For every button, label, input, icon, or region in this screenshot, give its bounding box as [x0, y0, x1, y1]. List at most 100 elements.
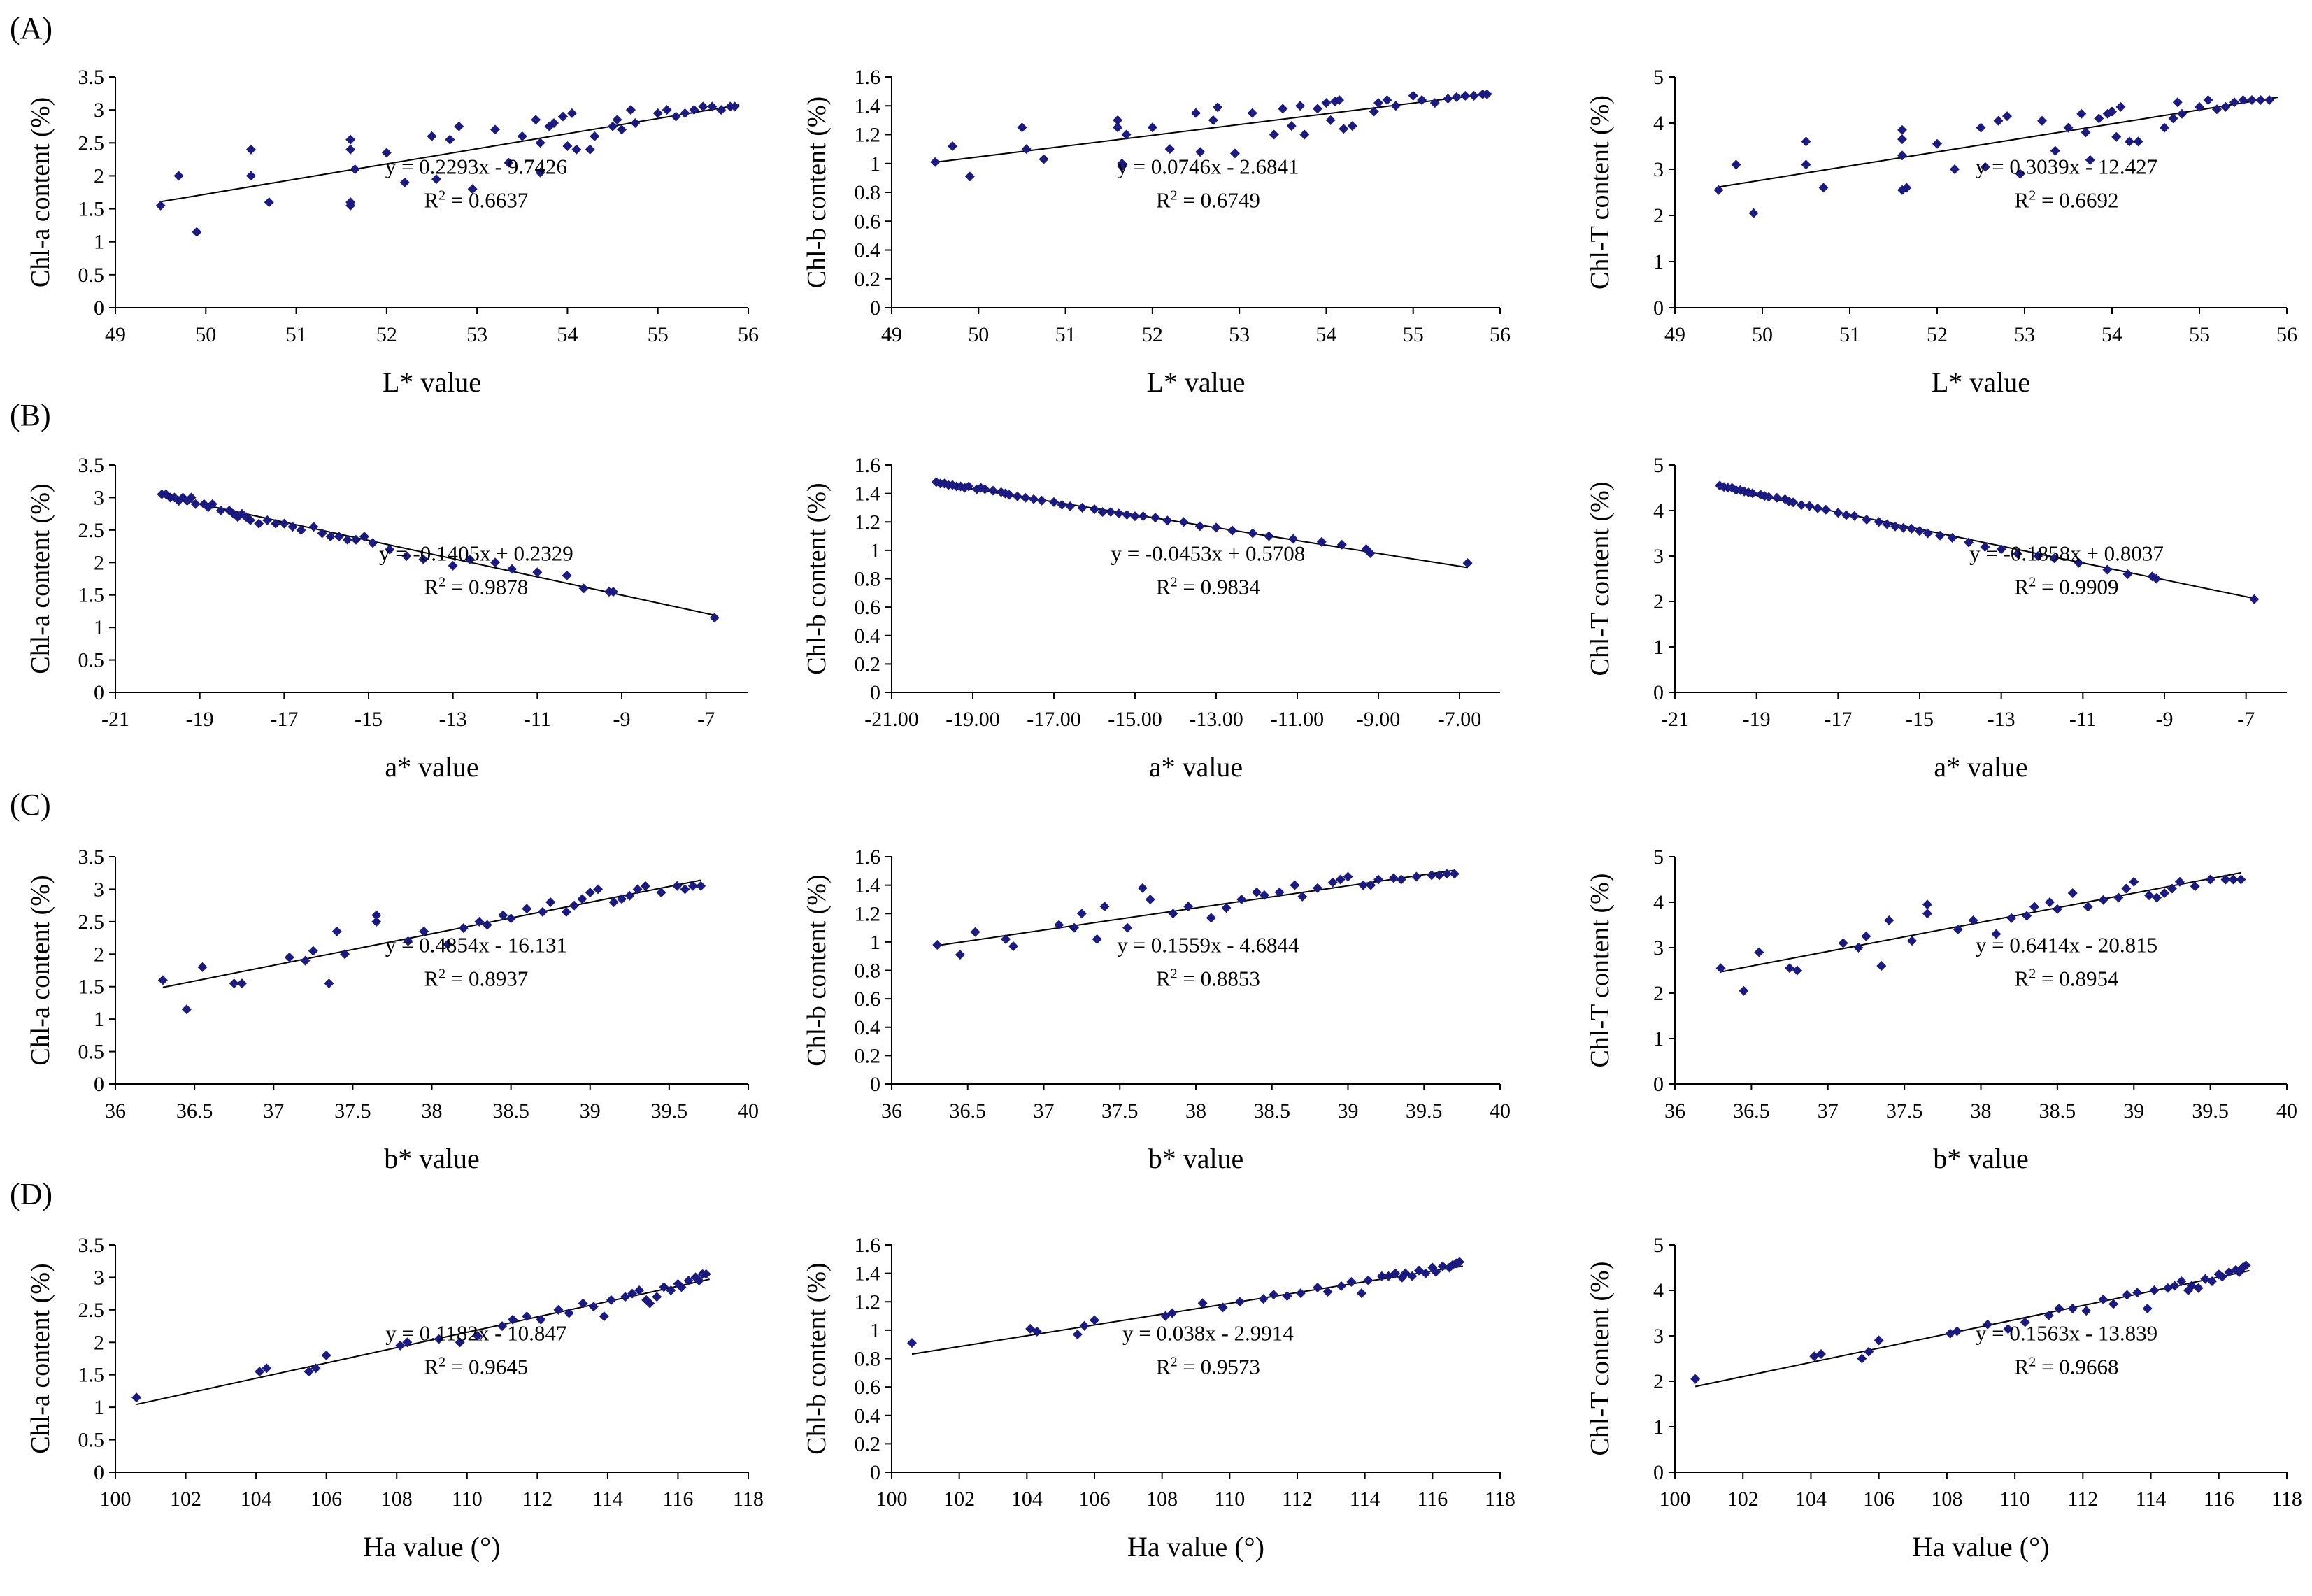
- chart-3-2-xtick-label: 104: [1795, 1488, 1827, 1511]
- chart-0-2-point: [1897, 124, 1907, 135]
- chart-2-1-point: [1388, 873, 1399, 883]
- chart-0-2-point: [1897, 134, 1907, 145]
- chart-2-1-point: [1206, 913, 1216, 923]
- chart-2-2-point: [1754, 947, 1764, 957]
- chart-3-0-r2-value: 0.9645: [469, 1355, 528, 1379]
- chart-1-1-point: [1122, 510, 1132, 520]
- chart-2-0-ytick-label: 0: [94, 1073, 104, 1096]
- chart-3-0-point: [634, 1285, 645, 1295]
- chart-2-2-xtick-label: 40: [2276, 1099, 2297, 1123]
- chart-3-2-xtick-label: 110: [1999, 1488, 2030, 1511]
- chart-0-1-point: [930, 157, 941, 167]
- chart-3-2-point: [1857, 1353, 1867, 1364]
- chart-3-2-point: [1952, 1326, 1962, 1337]
- chart-3-1-point: [1455, 1257, 1464, 1267]
- chart-1-0-ytick-label: 3.5: [78, 454, 105, 477]
- chart-1-0-r2-exponent: 2: [438, 575, 445, 590]
- chart-3-1-r2-value: 0.9573: [1201, 1355, 1260, 1379]
- chart-3-2: 0 1 2 3 4 5 100 102 104 106 108 110 112 114 116 118 Ha v…: [1585, 1234, 2302, 1562]
- chart-0-0-ytick-label: 0.5: [78, 264, 105, 287]
- chart-1-0-point: [464, 554, 475, 564]
- chart-2-1-point: [1221, 903, 1232, 913]
- chart-3-0-ytick-label: 1.5: [78, 1364, 105, 1387]
- chart-1-1-xtick-label: -7.00: [1438, 708, 1482, 731]
- chart-0-1-ytick-label: 0.6: [855, 210, 881, 233]
- chart-1-0-xtick-label: -9: [613, 708, 631, 731]
- chart-1-2-point: [1922, 528, 1933, 539]
- chart-0-1-xtick-label: 51: [1055, 323, 1076, 346]
- chart-3-0-point: [522, 1311, 532, 1322]
- chart-2-2-point: [2052, 904, 2062, 914]
- chart-2-0-point: [577, 894, 587, 904]
- chart-2-0-xtick-label: 38: [422, 1099, 443, 1123]
- chart-3-1-xtick-label: 114: [1350, 1488, 1380, 1511]
- chart-3-2-r2-value: 0.9668: [2059, 1355, 2118, 1379]
- chart-0-0-ytick-label: 2: [94, 164, 104, 187]
- chart-3-1-xtick-label: 108: [1146, 1488, 1178, 1511]
- chart-2-2-point: [1953, 925, 1963, 934]
- chart-0-2-point: [2115, 101, 2126, 112]
- chart-3-2-point: [2132, 1288, 2143, 1298]
- chart-2-2-ytick-label: 2: [1653, 982, 1664, 1005]
- chart-1-0-xtick-label: -11: [524, 708, 551, 731]
- chart-0-1-r2-prefix: R: [1156, 188, 1171, 213]
- chart-2-1-point: [1076, 909, 1087, 919]
- chart-2-0-point: [229, 978, 239, 989]
- chart-1-2-point: [1964, 537, 1974, 548]
- chart-1-1-point: [1049, 497, 1059, 507]
- chart-1-0-xtick-label: -17: [270, 708, 298, 731]
- chart-3-0-point: [311, 1363, 321, 1374]
- chart-0-0-point: [729, 101, 740, 112]
- chart-2-1-xtick-label: 37.5: [1101, 1099, 1139, 1123]
- chart-3-2-xtick-label: 118: [2271, 1488, 2302, 1511]
- chart-2-1-xtick-label: 37: [1034, 1099, 1055, 1123]
- chart-1-2-point: [1906, 524, 1917, 534]
- chart-3-0-point: [553, 1304, 564, 1315]
- chart-3-2-r-squared: R2 = 0.9668: [2015, 1355, 2119, 1379]
- chart-0-2-point: [2238, 95, 2248, 105]
- chart-2-1-ytick-label: 0: [870, 1073, 880, 1096]
- chart-1-1-point: [1113, 508, 1124, 519]
- chart-0-1-point: [1469, 90, 1479, 101]
- chart-2-0-xtick-label: 37.5: [334, 1099, 371, 1123]
- chart-2-2-trend-line: [1720, 871, 2241, 973]
- chart-2-0-xtick-label: 38.5: [492, 1099, 529, 1123]
- chart-1-2-point: [2049, 553, 2060, 564]
- chart-0-2-point: [2264, 95, 2274, 105]
- chart-2-0-point: [371, 916, 382, 927]
- chart-3-0-point: [578, 1298, 588, 1309]
- chart-2-1-equation: y = 0.1559x - 4.6844: [1117, 933, 1299, 957]
- chart-1-2-x-axis-label: a* value: [1934, 751, 2027, 783]
- chart-2-0-point: [640, 881, 650, 891]
- chart-2-0-point: [522, 904, 532, 914]
- chart-1-2-xtick-label: -19: [1743, 708, 1771, 731]
- chart-0-2-point: [1897, 150, 1907, 161]
- chart-0-2-point: [2229, 97, 2239, 108]
- chart-3-2-r2-prefix: R: [2015, 1355, 2029, 1379]
- chart-0-0-point: [562, 141, 573, 151]
- chart-3-2-point: [1690, 1374, 1701, 1384]
- chart-3-0-point: [599, 1311, 609, 1322]
- chart-0-1-point: [1334, 95, 1345, 105]
- chart-2-1-point: [1373, 874, 1383, 885]
- chart-3-1-point: [1282, 1291, 1292, 1302]
- chart-1-0-ytick-label: 1.5: [78, 584, 105, 607]
- chart-2-2-x-axis-label: b* value: [1933, 1143, 2029, 1174]
- chart-0-0-ytick-label: 1: [94, 231, 104, 254]
- chart-0-1-point: [1417, 95, 1427, 105]
- chart-0-1-point: [1382, 95, 1392, 105]
- chart-2-0-xtick-label: 36: [105, 1099, 126, 1123]
- chart-3-0-point: [659, 1282, 669, 1292]
- chart-2-2-r-squared: R2 = 0.8954: [2015, 967, 2119, 991]
- chart-1-2-xtick-label: -9: [2156, 708, 2174, 731]
- chart-2-1-point: [1122, 922, 1133, 933]
- chart-3-1-point: [1356, 1288, 1366, 1299]
- chart-1-1-point: [988, 485, 998, 496]
- chart-1-0-ytick-label: 2.5: [78, 519, 105, 542]
- chart-1-1-point: [1130, 511, 1140, 522]
- chart-1-1-point: [1227, 525, 1238, 536]
- chart-1-0-xtick-label: -21: [101, 708, 129, 731]
- chart-1-0-point: [215, 506, 226, 515]
- chart-0-2-point: [2015, 169, 2025, 179]
- chart-2-2-ytick-label: 1: [1653, 1027, 1664, 1050]
